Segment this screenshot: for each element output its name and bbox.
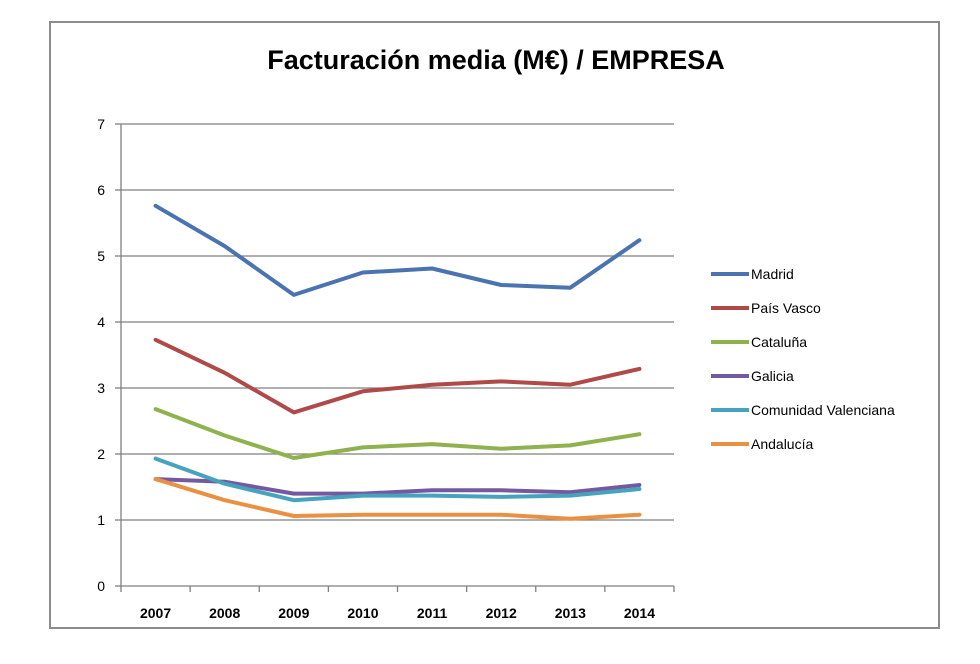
x-tick-label: 2009	[278, 605, 309, 621]
legend-label: Cataluña	[751, 334, 807, 350]
y-tick-label: 6	[97, 182, 105, 198]
chart-title: Facturación media (M€) / EMPRESA	[267, 45, 725, 75]
y-tick-label: 5	[97, 248, 105, 264]
series-line-3	[153, 477, 642, 496]
x-tick-label: 2013	[555, 605, 586, 621]
legend-label: Andalucía	[751, 436, 813, 452]
legend-label: Comunidad Valenciana	[751, 402, 895, 418]
x-tick-label: 2007	[140, 605, 171, 621]
series-line-0	[153, 203, 642, 297]
x-tick-label: 2008	[209, 605, 240, 621]
series-line-1	[153, 337, 642, 415]
y-tick-label: 7	[97, 116, 105, 132]
legend-label: Galicia	[751, 368, 794, 384]
series-line-2	[153, 407, 642, 460]
x-tick-label: 2012	[486, 605, 517, 621]
x-tick-label: 2014	[624, 605, 655, 621]
x-tick-label: 2011	[417, 605, 448, 621]
legend-label: Madrid	[751, 266, 794, 282]
legend-label: País Vasco	[751, 300, 821, 316]
legend: Madrid País Vasco Cataluña Galicia Comunidad…	[711, 266, 895, 452]
x-axis-ticks: 2007 2008 2009 2010 2011 2012 2013 2014	[140, 605, 655, 621]
y-tick-label: 1	[97, 512, 105, 528]
x-tick-label: 2010	[347, 605, 378, 621]
series-line-5	[153, 477, 642, 521]
y-tick-label: 0	[97, 578, 105, 594]
series-line-4	[153, 456, 642, 503]
y-tick-label: 2	[97, 446, 105, 462]
y-axis-ticks: 0 1 2 3 4 5 6 7	[97, 116, 105, 594]
line-chart: Facturación media (M€) / EMPRESA 0 1 2 3 4 5 6…	[97, 45, 895, 621]
chart-frame: Facturación media (M€) / EMPRESA 0 1 2 3 4 5 6…	[49, 21, 940, 629]
series-lines	[153, 203, 642, 521]
y-tick-label: 4	[97, 314, 105, 330]
gridlines	[121, 123, 674, 521]
y-tick-label: 3	[97, 380, 105, 396]
axes	[115, 123, 675, 592]
